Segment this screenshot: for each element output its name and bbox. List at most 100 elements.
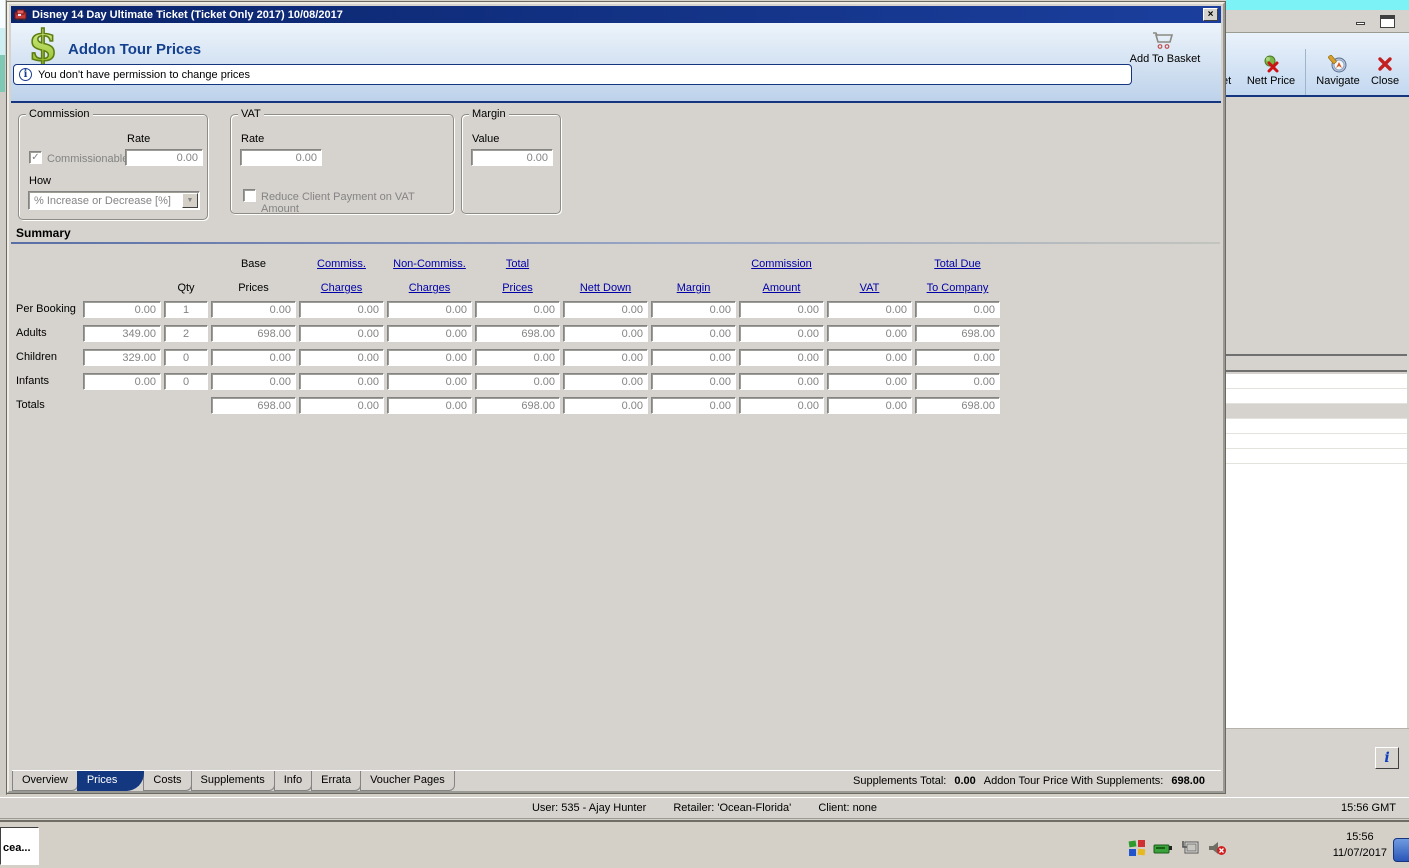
volume-muted-tray-icon[interactable] <box>1207 839 1227 857</box>
value-input[interactable]: 698.00 <box>915 396 1000 414</box>
tab-errata[interactable]: Errata <box>311 771 362 791</box>
column-header-bottom[interactable]: Amount <box>762 282 801 294</box>
value-input[interactable]: 0.00 <box>739 324 824 342</box>
value-input[interactable]: 0.00 <box>387 300 472 318</box>
column-header-bottom[interactable]: To Company <box>926 282 989 294</box>
value-input[interactable]: 0.00 <box>475 348 560 366</box>
value-input[interactable]: 0.00 <box>827 300 912 318</box>
value-input[interactable]: 0.00 <box>651 396 736 414</box>
tab-costs[interactable]: Costs <box>143 771 192 791</box>
value-input[interactable]: 0.00 <box>651 372 736 390</box>
add-to-basket-button[interactable]: Add To Basket <box>1119 31 1211 65</box>
value-input[interactable]: 0.00 <box>827 324 912 342</box>
column-header-top[interactable]: Total Due <box>934 258 981 270</box>
info-button[interactable]: i <box>1375 747 1399 769</box>
value-input[interactable]: 0.00 <box>563 396 648 414</box>
background-cyan-strip <box>1226 0 1409 10</box>
value-input[interactable]: 0.00 <box>651 348 736 366</box>
value-input[interactable]: 0.00 <box>299 348 384 366</box>
close-button[interactable]: Close <box>1364 55 1406 87</box>
price-input[interactable]: 329.00 <box>83 348 161 366</box>
price-input[interactable]: 0.00 <box>83 372 161 390</box>
maximize-button[interactable] <box>1380 15 1395 28</box>
colored-squares-tray-icon[interactable] <box>1128 839 1146 857</box>
value-input[interactable]: 698.00 <box>915 324 1000 342</box>
value-input[interactable]: 0.00 <box>563 348 648 366</box>
value-input[interactable]: 0.00 <box>387 348 472 366</box>
value-input[interactable]: 698.00 <box>211 324 296 342</box>
column-header-top[interactable]: Commission <box>751 258 812 270</box>
margin-value-input[interactable]: 0.00 <box>471 149 553 166</box>
vat-rate-input[interactable]: 0.00 <box>240 149 322 166</box>
column-header-bottom[interactable]: VAT <box>859 282 880 294</box>
value-input[interactable]: 0.00 <box>563 300 648 318</box>
dialog-close-button[interactable]: × <box>1203 8 1218 21</box>
value-input[interactable]: 698.00 <box>211 396 296 414</box>
tab-info[interactable]: Info <box>273 771 313 791</box>
column-header-bottom[interactable]: Nett Down <box>579 282 632 294</box>
qty-input[interactable]: 1 <box>164 300 208 318</box>
value-input[interactable]: 0.00 <box>563 372 648 390</box>
value-input[interactable]: 0.00 <box>299 324 384 342</box>
dropdown-arrow-icon[interactable]: ▼ <box>182 193 198 208</box>
value-input[interactable]: 698.00 <box>475 396 560 414</box>
column-header-bottom[interactable]: Prices <box>502 282 533 294</box>
value-input[interactable]: 0.00 <box>299 372 384 390</box>
value-input[interactable]: 0.00 <box>739 372 824 390</box>
value-input[interactable]: 0.00 <box>651 324 736 342</box>
value-input[interactable]: 0.00 <box>211 372 296 390</box>
nett-price-button[interactable]: Nett Price <box>1242 55 1300 87</box>
value-input[interactable]: 0.00 <box>739 348 824 366</box>
qty-input[interactable]: 0 <box>164 372 208 390</box>
how-dropdown[interactable]: % Increase or Decrease [%] ▼ <box>28 191 200 210</box>
value-input[interactable]: 0.00 <box>563 324 648 342</box>
value-input[interactable]: 0.00 <box>651 300 736 318</box>
taskbar-clock[interactable]: 15:56 11/07/2017 <box>1333 829 1387 861</box>
value-input[interactable]: 0.00 <box>387 396 472 414</box>
value-input[interactable]: 0.00 <box>915 348 1000 366</box>
price-input[interactable]: 349.00 <box>83 324 161 342</box>
column-header-top <box>164 270 208 273</box>
value-input[interactable]: 0.00 <box>387 324 472 342</box>
navigate-button[interactable]: Navigate <box>1310 55 1366 87</box>
qty-input[interactable]: 2 <box>164 324 208 342</box>
reduce-client-payment-checkbox[interactable] <box>243 189 256 202</box>
commission-rate-input[interactable]: 0.00 <box>125 149 203 166</box>
network-status-tray-icon[interactable] <box>1180 839 1200 857</box>
column-header-top[interactable]: Total <box>505 258 530 270</box>
value-input[interactable]: 0.00 <box>827 396 912 414</box>
price-input[interactable]: 0.00 <box>83 300 161 318</box>
value-input[interactable]: 0.00 <box>299 300 384 318</box>
column-header-top[interactable]: Commiss. <box>317 258 366 270</box>
tab-overview[interactable]: Overview <box>12 771 78 791</box>
column-header-bottom[interactable]: Charges <box>320 282 363 294</box>
value-input[interactable]: 0.00 <box>475 372 560 390</box>
value-input[interactable]: 0.00 <box>211 300 296 318</box>
value-input[interactable]: 0.00 <box>915 300 1000 318</box>
tab-prices[interactable]: Prices <box>76 771 145 791</box>
value-input[interactable]: 0.00 <box>739 300 824 318</box>
value-input[interactable]: 0.00 <box>211 348 296 366</box>
value-input[interactable]: 0.00 <box>739 396 824 414</box>
value-input[interactable]: 0.00 <box>475 300 560 318</box>
tab-voucher-pages[interactable]: Voucher Pages <box>360 771 455 791</box>
commissionable-checkbox[interactable]: ✓ <box>29 151 42 164</box>
tab-supplements[interactable]: Supplements <box>190 771 275 791</box>
taskbar-task-button[interactable]: cea... <box>0 827 39 865</box>
column-header-bottom[interactable]: Charges <box>408 282 451 294</box>
value-input[interactable]: 0.00 <box>299 396 384 414</box>
taskbar-edge-icon[interactable] <box>1393 838 1409 862</box>
basket-button-partial[interactable]: et <box>1222 75 1232 87</box>
minimize-button[interactable] <box>1354 15 1369 28</box>
commission-rate-label: Rate <box>127 133 151 145</box>
network-card-tray-icon[interactable] <box>1153 839 1173 857</box>
margin-group: Margin Value 0.00 <box>461 108 561 214</box>
value-input[interactable]: 698.00 <box>475 324 560 342</box>
qty-input[interactable]: 0 <box>164 348 208 366</box>
column-header-bottom[interactable]: Margin <box>676 282 711 294</box>
column-header-top[interactable]: Non-Commiss. <box>393 258 466 270</box>
value-input[interactable]: 0.00 <box>827 348 912 366</box>
value-input[interactable]: 0.00 <box>915 372 1000 390</box>
value-input[interactable]: 0.00 <box>387 372 472 390</box>
value-input[interactable]: 0.00 <box>827 372 912 390</box>
